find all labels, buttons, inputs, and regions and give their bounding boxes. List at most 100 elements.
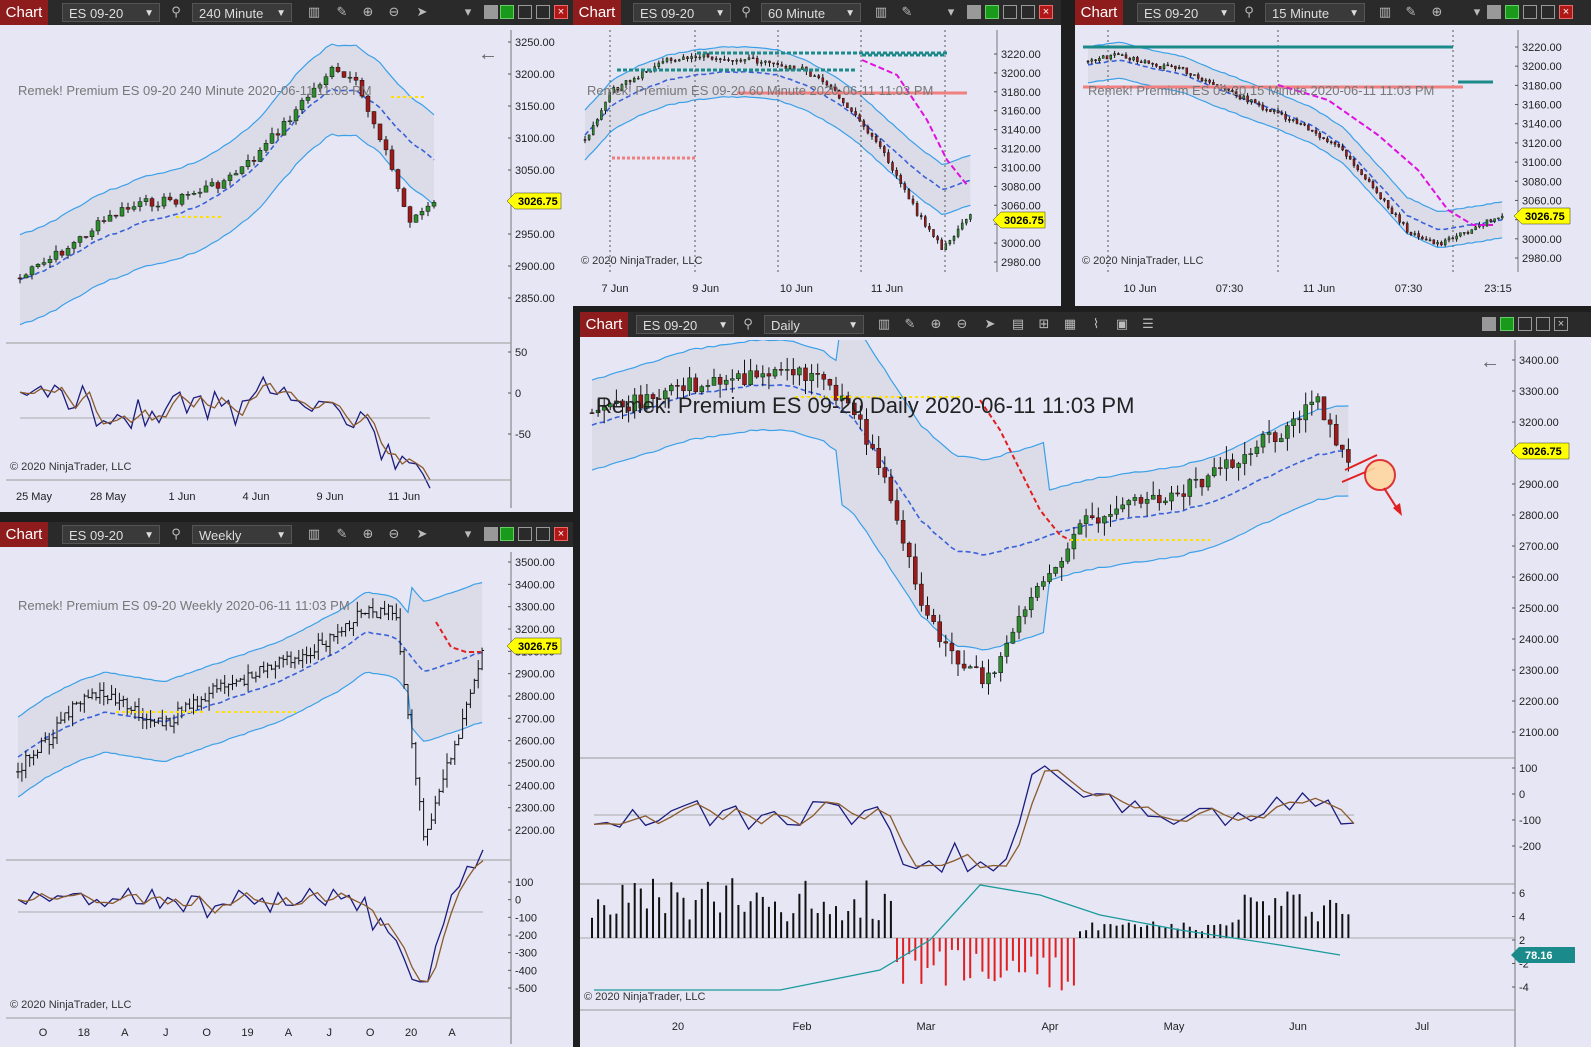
window-link-color-button[interactable]: [985, 5, 999, 19]
window-link-button[interactable]: [1482, 317, 1496, 331]
indicators-icon[interactable]: ⌇: [1092, 316, 1100, 331]
templates-icon[interactable]: ▣: [1115, 316, 1129, 331]
cumulative-line: [594, 884, 1341, 991]
window-link-color-button[interactable]: [1505, 5, 1519, 19]
instrument-selector[interactable]: ES 09-20 ▼: [62, 3, 160, 22]
pointer-icon[interactable]: ➤: [416, 526, 428, 541]
zoom-in-icon[interactable]: ⊕: [1431, 4, 1443, 19]
properties-icon[interactable]: ⊞: [1038, 316, 1050, 331]
x-tick-label: 10 Jun: [1123, 283, 1156, 295]
more-chevron-icon[interactable]: ▾: [947, 4, 955, 19]
candle: [888, 476, 894, 501]
data-box-icon[interactable]: ▤: [1011, 316, 1025, 331]
draw-tool-icon[interactable]: ✎: [1405, 4, 1417, 19]
instrument-selector[interactable]: ES 09-20 ▼: [633, 3, 731, 22]
zoom-out-icon[interactable]: ⊖: [388, 4, 400, 19]
close-button[interactable]: ×: [1554, 317, 1568, 331]
chart-plot-240min[interactable]: Remek! Premium ES 09-20 240 Minute 2020-…: [6, 30, 566, 508]
window-link-button[interactable]: [484, 5, 498, 19]
maximize-button[interactable]: [1541, 5, 1555, 19]
bar-type-icon[interactable]: ▥: [877, 316, 891, 331]
candle: [1375, 187, 1379, 193]
chart-menu-button[interactable]: Chart: [0, 0, 48, 25]
chart-menu-button[interactable]: Chart: [573, 0, 621, 25]
chart-menu-button[interactable]: Chart: [0, 522, 48, 547]
list-icon[interactable]: ☰: [1142, 316, 1154, 331]
chart-menu-button[interactable]: Chart: [580, 312, 628, 337]
candle: [755, 58, 759, 64]
y-tick-label: 2950.00: [515, 229, 555, 241]
pointer-icon[interactable]: ➤: [984, 316, 996, 331]
draw-tool-icon[interactable]: ✎: [904, 316, 916, 331]
bar-type-icon[interactable]: ▥: [1378, 4, 1392, 19]
window-link-color-button[interactable]: [500, 5, 514, 19]
search-icon[interactable]: ⚲: [1244, 4, 1254, 19]
instrument-value: ES 09-20: [1144, 6, 1199, 21]
timeframe-selector[interactable]: 60 Minute ▼: [761, 3, 861, 22]
zoom-in-icon[interactable]: ⊕: [362, 4, 374, 19]
close-button[interactable]: ×: [1039, 5, 1053, 19]
instrument-selector[interactable]: ES 09-20 ▼: [636, 315, 734, 334]
candle: [1230, 459, 1235, 468]
maximize-button[interactable]: [536, 527, 550, 541]
window-link-button[interactable]: [967, 5, 981, 19]
maximize-button[interactable]: [1536, 317, 1550, 331]
candle: [1086, 60, 1090, 63]
minimize-button[interactable]: [518, 5, 532, 19]
y-tick-label: 3220.00: [1001, 49, 1041, 61]
pointer-icon[interactable]: ➤: [416, 4, 428, 19]
more-chevron-icon[interactable]: ▾: [1473, 4, 1481, 19]
search-icon[interactable]: ⚲: [171, 526, 181, 541]
draw-tool-icon[interactable]: ✎: [901, 4, 913, 19]
window-link-color-button[interactable]: [500, 527, 514, 541]
minimize-button[interactable]: [1518, 317, 1532, 331]
minimize-button[interactable]: [1003, 5, 1017, 19]
draw-tool-icon[interactable]: ✎: [336, 4, 348, 19]
minimize-button[interactable]: [518, 527, 532, 541]
zoom-out-icon[interactable]: ⊖: [956, 316, 968, 331]
close-button[interactable]: ×: [1559, 5, 1573, 19]
window-link-button[interactable]: [484, 527, 498, 541]
chart-plot-15min[interactable]: Remek! Premium ES 09-20 15 Minute 2020-0…: [1078, 30, 1590, 302]
more-chevron-icon[interactable]: ▾: [464, 526, 472, 541]
y-tick-label: 3200.00: [1522, 61, 1562, 73]
candle: [766, 373, 772, 377]
zoom-out-icon[interactable]: ⊖: [388, 526, 400, 541]
zoom-in-icon[interactable]: ⊕: [930, 316, 942, 331]
candle: [1108, 514, 1113, 517]
window-link-color-button[interactable]: [1500, 317, 1514, 331]
candle: [743, 59, 747, 62]
search-icon[interactable]: ⚲: [741, 4, 751, 19]
search-icon[interactable]: ⚲: [743, 316, 753, 331]
timeframe-selector[interactable]: 15 Minute ▼: [1265, 3, 1365, 22]
zoom-in-icon[interactable]: ⊕: [362, 526, 374, 541]
close-button[interactable]: ×: [554, 5, 568, 19]
window-link-button[interactable]: [1487, 5, 1501, 19]
lower-band-line: [584, 95, 971, 216]
close-button[interactable]: ×: [554, 527, 568, 541]
timeframe-selector[interactable]: 240 Minute ▼: [192, 3, 292, 22]
instrument-selector[interactable]: ES 09-20 ▼: [1137, 3, 1235, 22]
draw-tool-icon[interactable]: ✎: [336, 526, 348, 541]
timeframe-selector[interactable]: Daily ▼: [764, 315, 864, 334]
candle: [263, 143, 269, 151]
arrow-head-icon: [1393, 503, 1402, 516]
candle: [1041, 581, 1046, 587]
chart-plot-daily[interactable]: Remek! Premium ES 09-20 Daily 2020-06-11…: [580, 340, 1591, 1047]
timeframe-selector[interactable]: Weekly ▼: [192, 525, 292, 544]
maximize-button[interactable]: [1021, 5, 1035, 19]
maximize-button[interactable]: [536, 5, 550, 19]
chart-plot-60min[interactable]: Remek! Premium ES 09-20 60 Minute 2020-0…: [577, 30, 1057, 302]
search-icon[interactable]: ⚲: [171, 4, 181, 19]
bar-type-icon[interactable]: ▥: [874, 4, 888, 19]
strategies-icon[interactable]: ▦: [1063, 316, 1077, 331]
chart-menu-button[interactable]: Chart: [1075, 0, 1123, 25]
candle: [626, 406, 631, 412]
bar-type-icon[interactable]: ▥: [307, 526, 321, 541]
minimize-button[interactable]: [1523, 5, 1537, 19]
bar-type-icon[interactable]: ▥: [307, 4, 321, 19]
instrument-selector[interactable]: ES 09-20 ▼: [62, 525, 160, 544]
chart-plot-weekly[interactable]: Remek! Premium ES 09-20 Weekly 2020-06-1…: [6, 552, 566, 1044]
candle: [1242, 95, 1246, 100]
more-chevron-icon[interactable]: ▾: [464, 4, 472, 19]
